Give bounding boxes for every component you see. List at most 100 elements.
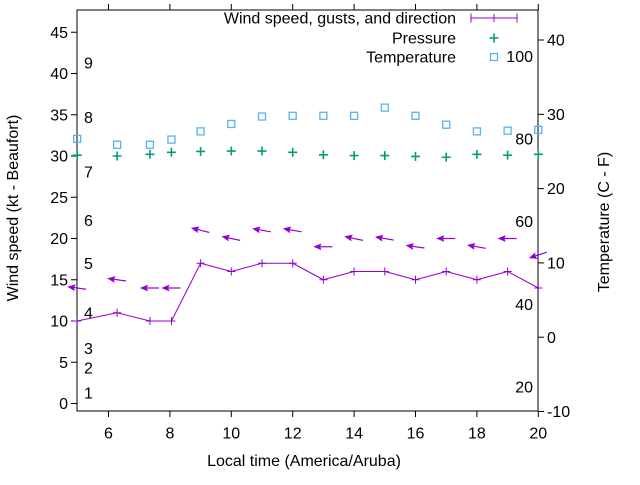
y-right-tick-label: 0 (547, 330, 556, 347)
wind-gust-arrow (497, 235, 517, 242)
temperature-point (503, 126, 512, 135)
beaufort-label: 7 (84, 164, 93, 181)
legend-label-temperature: Temperature (366, 50, 456, 67)
x-tick-label: 10 (222, 426, 240, 443)
temperature-point (349, 111, 359, 120)
pressure-point (112, 151, 122, 161)
x-tick-label: 12 (284, 426, 302, 443)
arrow-tail (411, 245, 425, 249)
wind-speed-point (442, 267, 451, 276)
arrow-head-icon (221, 234, 231, 242)
wind-gust-arrow (67, 284, 87, 292)
x-tick-label: 8 (165, 426, 174, 443)
temperature-point (227, 119, 236, 129)
y-left-tick-label: 20 (50, 231, 68, 248)
arrow-head-icon (344, 234, 353, 242)
x-tick-label: 14 (345, 426, 363, 443)
temperature-point (411, 111, 420, 120)
temperature-point (534, 125, 543, 135)
fahrenheit-label: 40 (515, 297, 533, 314)
wind-gust-arrow (190, 226, 210, 234)
pressure-point (166, 147, 176, 157)
wind-speed-point (411, 275, 420, 284)
fahrenheit-label: 100 (506, 49, 533, 66)
arrow-head-icon (252, 226, 261, 234)
fahrenheit-label: 20 (515, 380, 533, 397)
temperature-point (442, 120, 451, 129)
arrow-tail (472, 245, 486, 249)
arrow-head-icon (139, 284, 148, 292)
pressure-point (226, 146, 236, 156)
arrow-head-icon (107, 276, 116, 283)
y-left-tick-label: 10 (50, 314, 68, 331)
beaufort-label: 8 (84, 110, 93, 127)
wind-speed-point (227, 267, 236, 276)
wind-gust-arrow (221, 234, 241, 242)
temperature-point (288, 111, 297, 120)
y-left-tick-label: 45 (50, 25, 68, 42)
legend-temperature-sample-point (489, 52, 499, 62)
y-right-tick-label: 20 (547, 181, 565, 198)
y-axis-title: Wind speed (kt - Beaufort) (5, 115, 22, 302)
arrow-head-icon (497, 235, 506, 242)
legend-label-pressure: Pressure (392, 31, 456, 48)
wind-gust-arrow (282, 226, 302, 234)
temperature-point (380, 103, 389, 112)
legend-wind-sample-point (490, 14, 498, 22)
beaufort-label: 1 (84, 385, 93, 402)
wind-gust-arrow (436, 235, 456, 242)
arrow-tail (227, 237, 241, 241)
wind-gust-arrow (139, 284, 159, 292)
temperature-point (196, 127, 205, 136)
y-left-tick-label: 25 (50, 190, 68, 207)
wind-gust-arrow (313, 243, 333, 251)
pressure-point (288, 147, 298, 157)
plot-border (76, 9, 539, 412)
y-left-tick-label: 40 (50, 66, 68, 83)
wind-speed-point (145, 317, 154, 325)
beaufort-label: 5 (84, 256, 93, 273)
pressure-point (318, 150, 328, 160)
temperature-point (257, 112, 267, 121)
pressure-point (472, 149, 482, 159)
temperature-point (112, 140, 122, 149)
wind-speed-point (167, 317, 176, 325)
pressure-point (380, 151, 390, 161)
y-left-tick-label: 15 (50, 272, 68, 289)
fahrenheit-label: 60 (515, 214, 533, 231)
wind-speed-point (380, 267, 389, 276)
plot-layer: 6 8 10 12 14 16 18 2005101520253035404512345678… (50, 4, 570, 443)
arrow-tail (350, 237, 364, 241)
pressure-point (257, 146, 267, 156)
y-right-tick-label: 40 (547, 33, 565, 50)
pressure-point (503, 150, 513, 160)
wind-gust-arrow (405, 243, 425, 250)
fahrenheit-label: 80 (515, 131, 533, 148)
temperature-point (73, 134, 82, 143)
wind-speed-point (503, 267, 512, 276)
arrow-head-icon (405, 243, 414, 250)
arrow-tail (113, 278, 127, 282)
wind-speed-point (319, 275, 328, 284)
temperature-point (319, 111, 328, 120)
arrow-tail (534, 251, 548, 257)
temperature-point (472, 127, 482, 136)
wind-speed-point (534, 284, 543, 292)
y-left-tick-label: 5 (59, 355, 68, 372)
y-right-tick-label: 10 (547, 256, 565, 273)
pressure-point (441, 152, 451, 162)
pressure-point (145, 149, 155, 159)
y-right-tick-label: -10 (547, 404, 570, 421)
wind-speed-point (196, 259, 205, 268)
beaufort-label: 3 (84, 341, 93, 358)
wind-gust-arrow (344, 234, 364, 242)
arrow-head-icon (190, 226, 200, 234)
legend-pressure-sample-point (489, 33, 499, 43)
wind-gust-arrow (467, 243, 486, 250)
x-tick-label: 16 (407, 426, 425, 443)
temperature-point (145, 140, 155, 149)
wind-speed-point (258, 259, 266, 268)
wind-gust-arrow (161, 284, 181, 292)
